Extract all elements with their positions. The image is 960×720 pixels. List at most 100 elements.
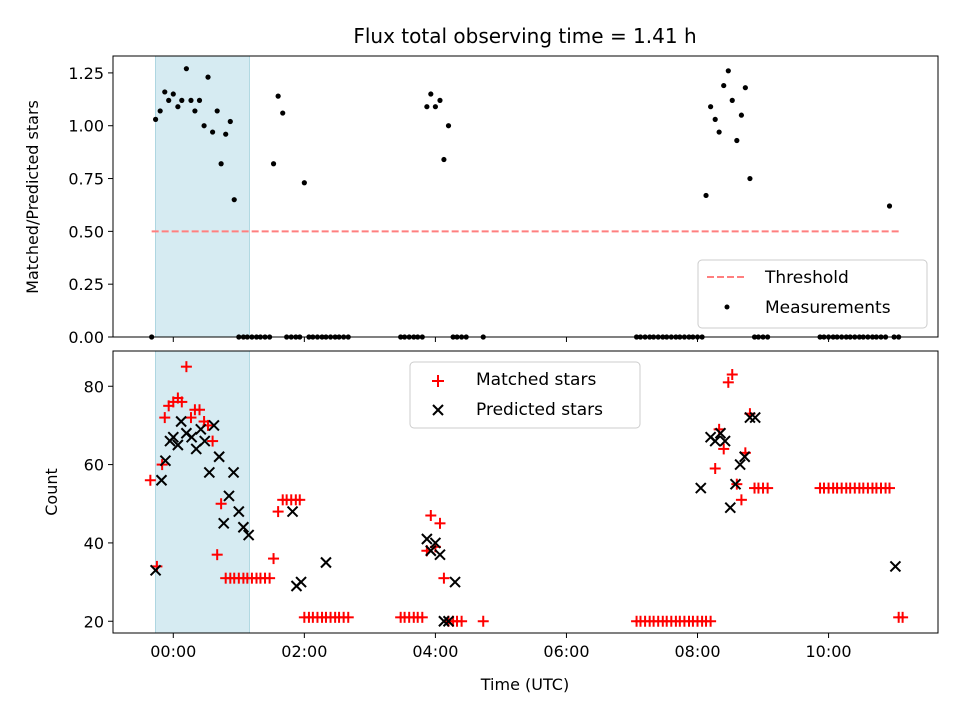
predicted-x-b — [429, 537, 442, 549]
bottom-shade-layer — [155, 350, 250, 634]
matched-star-point — [709, 463, 721, 474]
top-y-tick-label: 0.25 — [68, 275, 104, 294]
matched-star-point — [722, 376, 734, 388]
measurement-point — [729, 97, 735, 103]
top-axes-frame — [112, 55, 939, 338]
top-shade-layer — [155, 55, 250, 338]
measurement-point — [218, 161, 224, 167]
measurement-point — [734, 137, 740, 144]
top-y-tick-label: 1.25 — [68, 64, 104, 83]
predicted-x-b — [242, 529, 255, 541]
matched-star-point — [726, 369, 738, 380]
bottom-y-axis-label: Count — [42, 468, 61, 516]
bottom-y-tick-label: 20 — [84, 612, 104, 631]
matched-star-point — [144, 474, 156, 486]
matched-star-point — [434, 517, 446, 529]
predicted-x-b — [724, 501, 736, 514]
x-tick-label: 08:00 — [674, 642, 720, 661]
predicted-x-b — [223, 490, 235, 502]
predicted-star-point — [159, 454, 172, 467]
legend-matched-label: Matched stars — [476, 370, 596, 390]
measurement-point — [201, 123, 207, 129]
measurement-point — [227, 118, 233, 125]
measurement-point — [152, 116, 159, 122]
measurement-point — [192, 108, 198, 114]
predicted-x-b — [889, 560, 902, 573]
predicted-x-b — [442, 615, 455, 627]
measurement-point — [162, 89, 168, 95]
matched-star-point — [180, 361, 192, 373]
measurement-point — [223, 131, 229, 137]
matched-star-point — [456, 615, 468, 627]
predicted-x-b — [749, 411, 761, 424]
predicted-star-point — [449, 576, 461, 588]
predicted-x-b — [320, 556, 332, 569]
matched-star-point — [884, 482, 896, 494]
top-x-ticks — [172, 337, 830, 342]
top-y-axis-label: Matched/Predicted stars — [23, 100, 42, 294]
predicted-star-point — [709, 435, 721, 447]
top-panel: 0.00 0.25 0.50 0.75 1.00 1.25 Flux total obse… — [23, 24, 939, 347]
measurement-point — [183, 66, 189, 72]
measurement-point — [231, 197, 237, 203]
predicted-star-point — [749, 411, 761, 424]
measurement-point — [188, 97, 194, 103]
predicted-x-b — [709, 435, 721, 447]
predicted-star-point — [734, 458, 746, 471]
predicted-x-b — [695, 482, 707, 494]
x-tick-label: 02:00 — [281, 642, 327, 661]
measurement-point — [725, 68, 731, 74]
bottom-axes-frame — [112, 350, 939, 634]
predicted-star-point — [213, 451, 225, 463]
legend-measurements-swatch — [724, 304, 730, 310]
measurement-point — [441, 156, 447, 163]
top-y-tick-label: 1.00 — [68, 117, 104, 136]
predicted-star-point — [295, 576, 307, 588]
predicted-star-point — [434, 548, 446, 561]
measurement-point — [712, 116, 718, 122]
predicted-x-b — [295, 576, 307, 588]
predicted-star-point — [199, 435, 211, 447]
predicted-x-b — [729, 478, 742, 490]
measurement-point — [708, 104, 714, 110]
measurement-point — [721, 82, 727, 89]
predicted-x-b — [175, 415, 187, 428]
bottom-legend-box — [409, 361, 641, 429]
predicted-x-b — [738, 451, 751, 463]
matched-star-point — [268, 553, 280, 565]
predicted-star-point — [442, 615, 455, 627]
predicted-x-b — [172, 439, 184, 451]
predicted-star-point — [738, 451, 751, 463]
measurement-point — [157, 108, 163, 114]
predicted-x-b — [149, 564, 162, 577]
bottom-y-ticks: 20 40 60 80 — [84, 377, 113, 631]
measurement-point — [424, 104, 430, 110]
measurement-point — [210, 129, 216, 135]
predicted-star-point — [695, 482, 707, 494]
legend-measurements-label: Measurements — [765, 298, 891, 318]
predicted-x-b — [286, 505, 299, 518]
predicted-x-b — [218, 517, 230, 530]
top-y-tick-label: 0.00 — [68, 328, 104, 347]
predicted-star-point — [227, 466, 240, 479]
predicted-star-point — [421, 533, 433, 545]
predicted-star-point — [320, 556, 332, 569]
predicted-star-point — [889, 560, 902, 573]
matched-star-point — [185, 412, 197, 424]
bottom-x-ticks: 00:00 02:00 04:00 06:00 08:00 10:00 — [150, 633, 852, 661]
bottom-y-tick-label: 60 — [84, 456, 104, 475]
predicted-star-point — [233, 505, 245, 518]
top-shaded-interval — [155, 55, 250, 338]
predicted-x-b — [159, 454, 172, 467]
matched-star-point — [176, 396, 188, 408]
top-y-tick-label: 0.50 — [68, 222, 104, 241]
predicted-star-point — [729, 478, 742, 490]
predicted-x-b — [421, 533, 433, 545]
bottom-y-tick-label: 80 — [84, 377, 104, 396]
predicted-star-point — [237, 521, 250, 533]
predicted-star-point — [203, 466, 216, 479]
bottom-y-tick-label: 40 — [84, 534, 104, 553]
